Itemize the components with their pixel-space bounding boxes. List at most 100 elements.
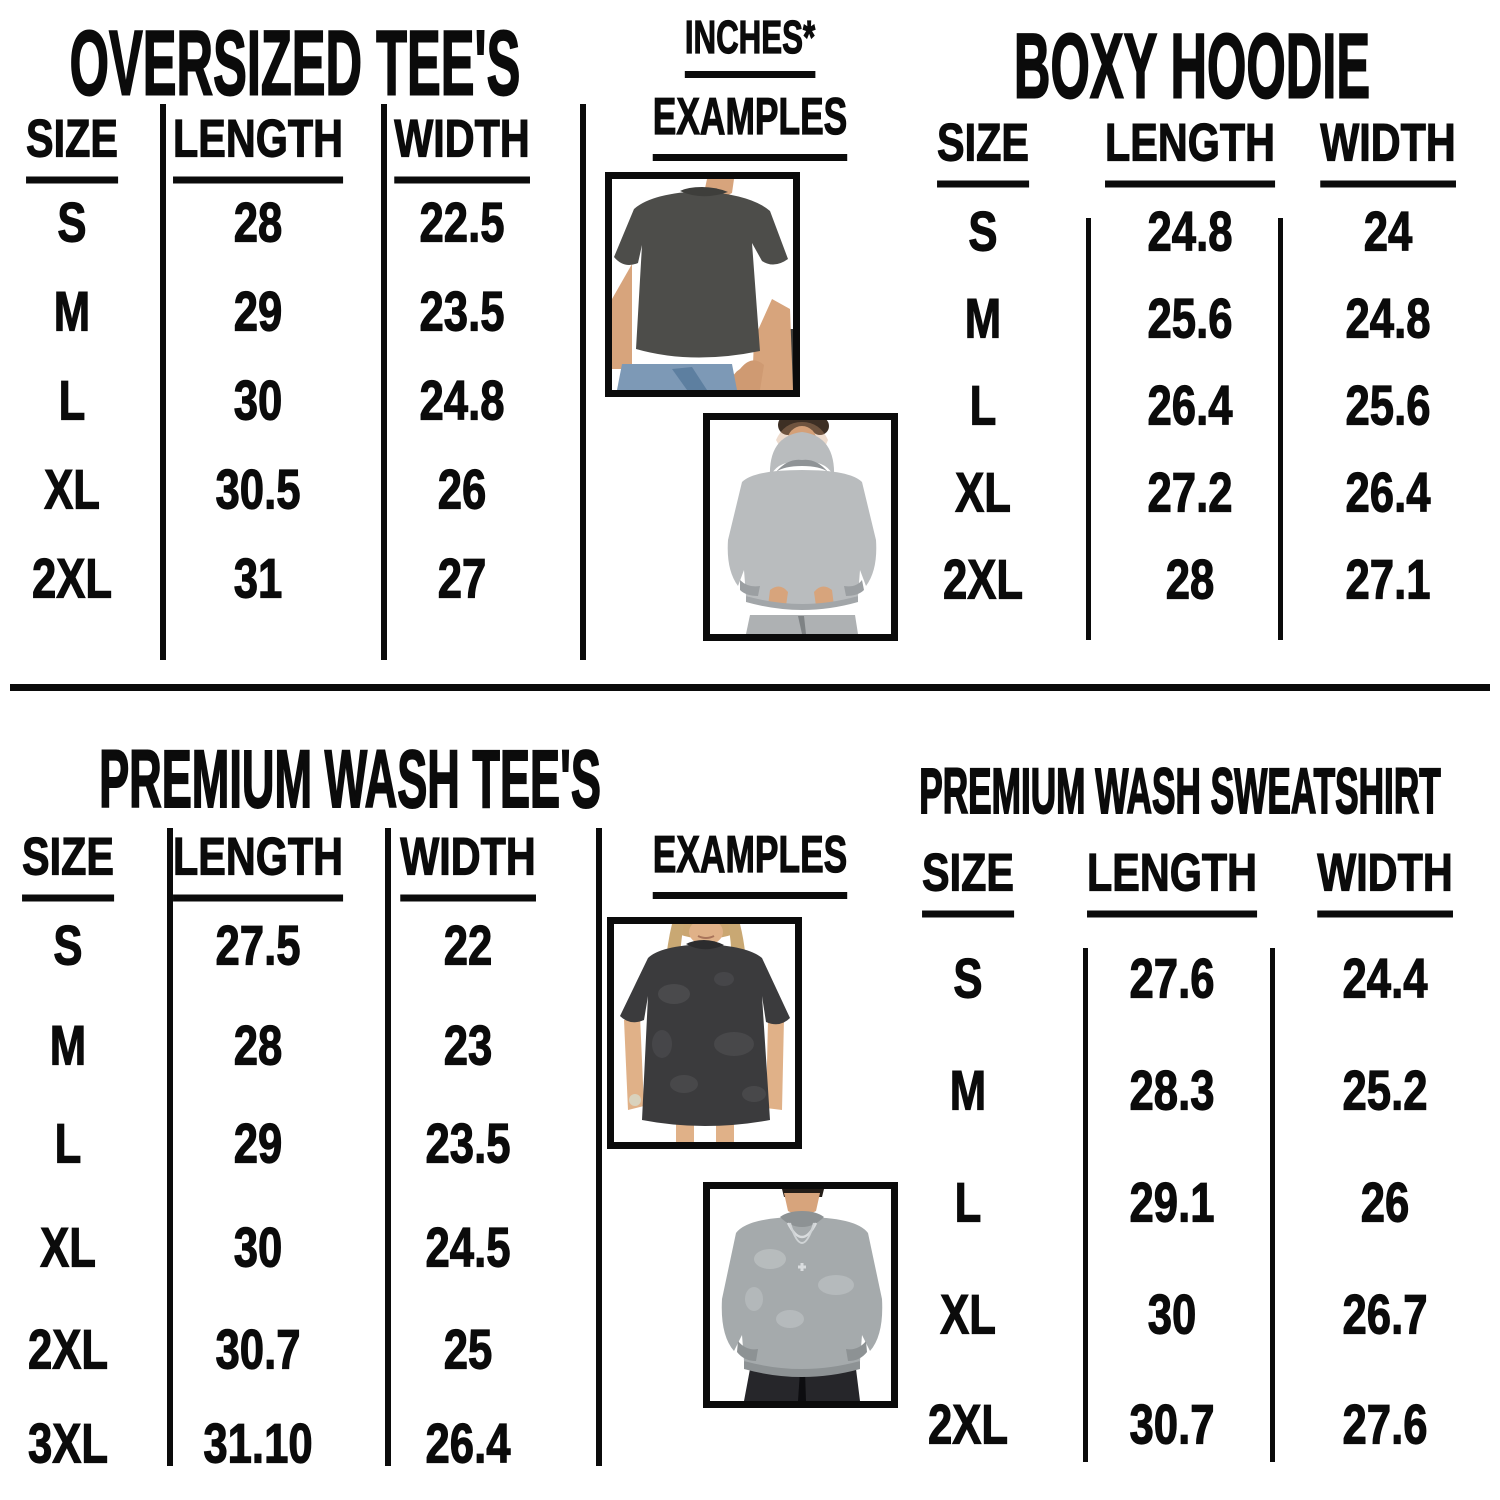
boxy-hoodie-size-header: SIZE	[924, 113, 1042, 188]
oversized-tees-length-header: LENGTH	[149, 109, 367, 184]
column-divider	[1270, 948, 1275, 1462]
length-cell: 30	[233, 368, 283, 432]
size-cell: 2XL	[27, 1317, 109, 1381]
size-cell: M	[964, 286, 1002, 350]
units-note-label: INCHES*	[654, 10, 846, 78]
length-cell: 24.8	[1147, 199, 1233, 263]
size-cell: M	[49, 1013, 87, 1077]
size-cell: L	[54, 1111, 82, 1175]
width-cell: 27.6	[1342, 1392, 1428, 1456]
column-divider	[1083, 948, 1088, 1462]
column-divider	[381, 104, 387, 660]
premium-wash-tees-size-header: SIZE	[9, 827, 127, 902]
length-cell: 27.5	[215, 913, 301, 977]
size-cell: M	[53, 279, 91, 343]
premium-wash-tees-width-header: WIDTH	[381, 827, 555, 902]
oversized-tees-title: OVERSIZED TEE'S	[69, 12, 521, 116]
width-cell: 27.1	[1345, 547, 1431, 611]
width-cell: 26.4	[1345, 460, 1431, 524]
width-cell: 24.8	[1345, 286, 1431, 350]
length-cell: 28.3	[1129, 1058, 1215, 1122]
column-divider	[596, 828, 602, 1466]
size-cell: XL	[955, 460, 1012, 524]
size-cell: XL	[940, 1282, 997, 1346]
section-divider	[10, 684, 1490, 691]
premium-wash-sweatshirt-length-header: LENGTH	[1063, 843, 1281, 918]
length-cell: 29	[233, 279, 283, 343]
length-cell: 30	[233, 1215, 283, 1279]
column-divider	[1086, 218, 1091, 640]
boxy-hoodie-width-header: WIDTH	[1301, 113, 1475, 188]
width-cell: 26.7	[1342, 1282, 1428, 1346]
width-cell: 26	[1360, 1170, 1410, 1234]
width-cell: 22	[443, 913, 493, 977]
width-cell: 23.5	[425, 1111, 511, 1175]
length-cell: 27.6	[1129, 946, 1215, 1010]
column-divider	[1278, 218, 1283, 640]
width-cell: 22.5	[419, 190, 505, 254]
boxy-hoodie-illustration	[710, 420, 891, 634]
oversized-tee-illustration	[612, 179, 793, 390]
width-cell: 25	[443, 1317, 493, 1381]
column-divider	[167, 828, 173, 1466]
length-cell: 28	[1165, 547, 1215, 611]
size-cell: L	[969, 373, 997, 437]
premium-wash-tees-length-header: LENGTH	[149, 827, 367, 902]
size-cell: XL	[44, 457, 101, 521]
size-cell: M	[949, 1058, 987, 1122]
premium-wash-sweatshirt-size-header: SIZE	[909, 843, 1027, 918]
size-cell: 3XL	[27, 1411, 109, 1475]
width-cell: 24.8	[419, 368, 505, 432]
width-cell: 27	[437, 546, 487, 610]
premium-wash-sweatshirt-width-header: WIDTH	[1298, 843, 1472, 918]
width-cell: 24.5	[425, 1215, 511, 1279]
length-cell: 31.10	[203, 1411, 313, 1475]
length-cell: 25.6	[1147, 286, 1233, 350]
length-cell: 28	[233, 1013, 283, 1077]
column-divider	[385, 828, 391, 1466]
width-cell: 23.5	[419, 279, 505, 343]
length-cell: 28	[233, 190, 283, 254]
width-cell: 24	[1363, 199, 1413, 263]
size-cell: S	[968, 199, 998, 263]
length-cell: 26.4	[1147, 373, 1233, 437]
length-cell: 29	[233, 1111, 283, 1175]
premium-wash-tees-title: PREMIUM WASH TEE'S	[99, 733, 602, 826]
size-cell: L	[58, 368, 86, 432]
premium-wash-sweatshirt-title: PREMIUM WASH SWEATSHIRT	[919, 754, 1442, 828]
boxy-hoodie-photo	[703, 413, 898, 641]
width-cell: 24.4	[1342, 946, 1428, 1010]
width-cell: 25.6	[1345, 373, 1431, 437]
premium-wash-sweatshirt-photo	[703, 1182, 898, 1408]
examples-label-top: EXAMPLES	[607, 87, 893, 161]
size-cell: XL	[40, 1215, 97, 1279]
oversized-tee-photo	[605, 172, 800, 397]
width-cell: 26	[437, 457, 487, 521]
size-cell: 2XL	[942, 547, 1024, 611]
premium-wash-tee-illustration	[614, 924, 795, 1142]
boxy-hoodie-length-header: LENGTH	[1081, 113, 1299, 188]
column-divider	[580, 104, 586, 660]
size-cell: S	[53, 913, 83, 977]
size-cell: S	[57, 190, 87, 254]
size-cell: S	[953, 946, 983, 1010]
size-cell: 2XL	[31, 546, 113, 610]
oversized-tees-size-header: SIZE	[13, 109, 131, 184]
width-cell: 23	[443, 1013, 493, 1077]
length-cell: 30	[1147, 1282, 1197, 1346]
length-cell: 30.7	[1129, 1392, 1215, 1456]
size-cell: L	[954, 1170, 982, 1234]
examples-label-bottom: EXAMPLES	[607, 825, 893, 899]
length-cell: 27.2	[1147, 460, 1233, 524]
premium-wash-tee-photo	[607, 917, 802, 1149]
size-cell: 2XL	[927, 1392, 1009, 1456]
length-cell: 31	[233, 546, 283, 610]
length-cell: 30.7	[215, 1317, 301, 1381]
oversized-tees-width-header: WIDTH	[375, 109, 549, 184]
width-cell: 26.4	[425, 1411, 511, 1475]
premium-wash-sweatshirt-illustration	[710, 1189, 891, 1401]
width-cell: 25.2	[1342, 1058, 1428, 1122]
length-cell: 29.1	[1129, 1170, 1215, 1234]
column-divider	[160, 104, 166, 660]
